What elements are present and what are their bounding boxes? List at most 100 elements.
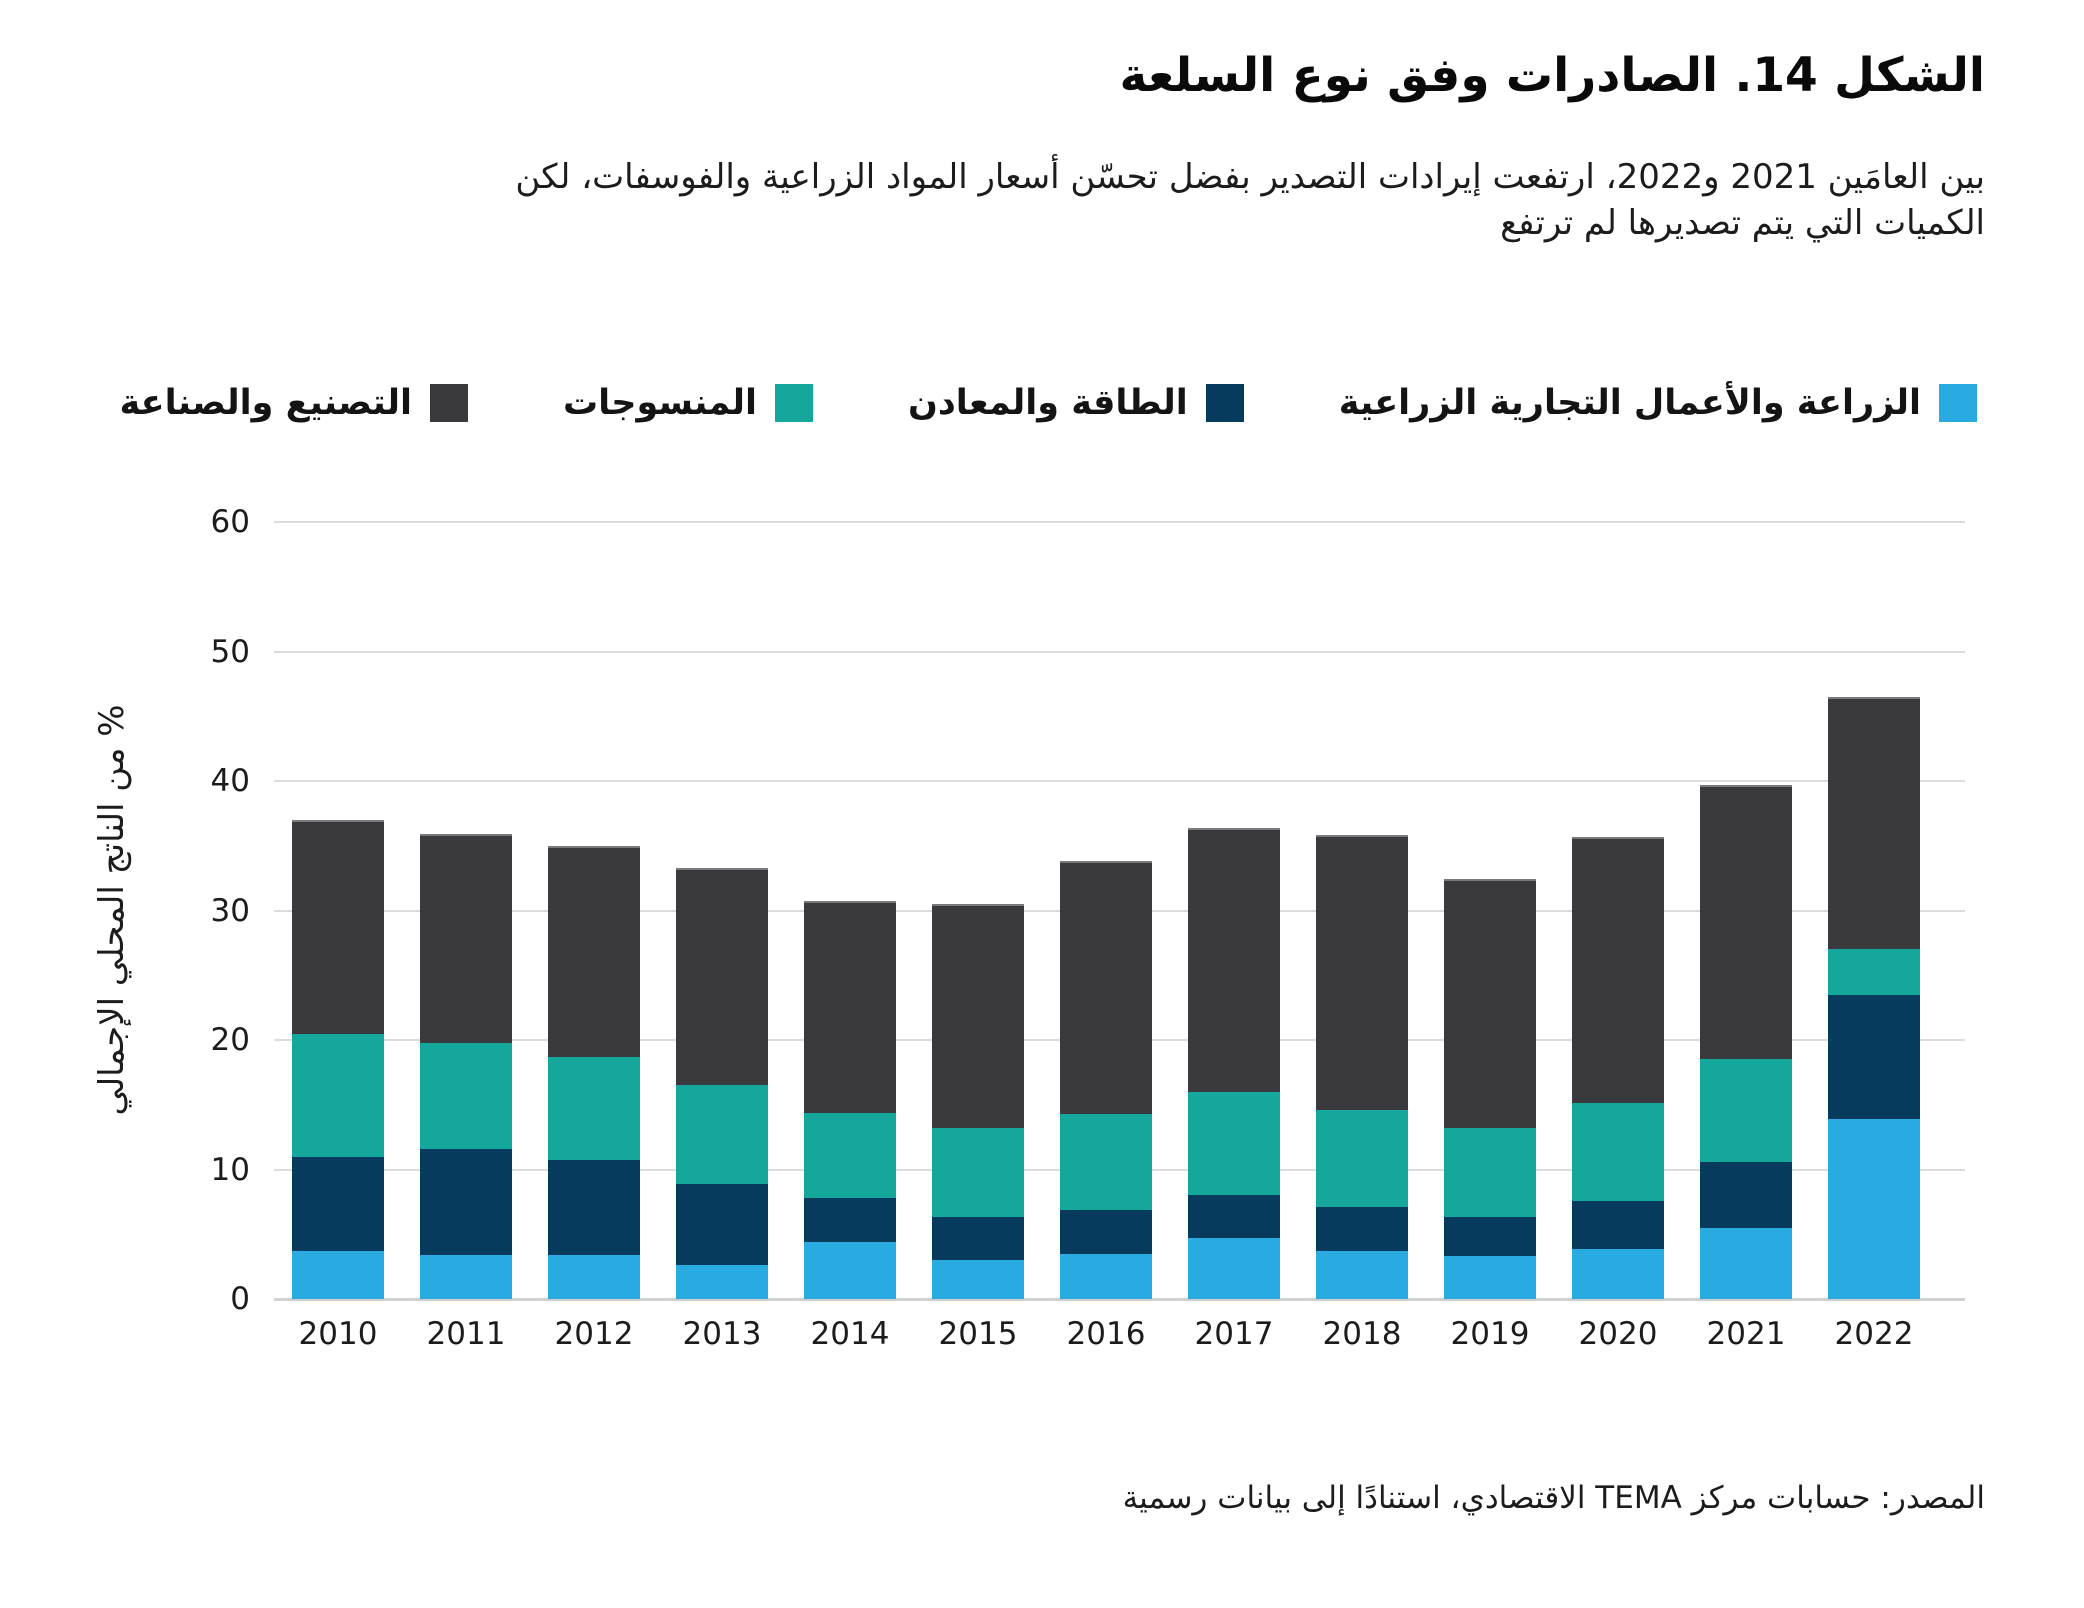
bar-segment-2020-series-3 — [1572, 836, 1664, 1104]
bar-segment-2011-series-1 — [420, 1148, 512, 1255]
bar-segment-2022-series-0 — [1828, 1119, 1920, 1299]
y-tick-label-30: 30 — [210, 892, 250, 929]
x-tick-label-2011: 2011 — [426, 1316, 506, 1352]
bar-segment-2012-series-1 — [548, 1160, 640, 1255]
gridline-60 — [274, 521, 1965, 523]
legend-item-manufacturing: التصنيع والصناعة — [119, 383, 468, 423]
bar-2010 — [292, 522, 384, 1299]
bar-segment-2020-series-0 — [1572, 1248, 1664, 1299]
bar-segment-2011-series-2 — [420, 1042, 512, 1149]
bar-2011 — [420, 522, 512, 1299]
bar-segment-2017-series-1 — [1188, 1195, 1280, 1239]
y-tick-label-60: 60 — [210, 504, 250, 540]
bar-segment-2016-series-3 — [1060, 861, 1152, 1114]
bar-segment-2022-series-3 — [1828, 696, 1920, 950]
bar-2017 — [1188, 522, 1280, 1299]
bar-segment-2017-series-3 — [1188, 827, 1280, 1092]
bar-segment-2021-series-2 — [1700, 1059, 1792, 1162]
bar-2015 — [932, 522, 1024, 1299]
bar-segment-2015-series-0 — [932, 1260, 1024, 1299]
bar-segment-2019-series-3 — [1444, 879, 1536, 1129]
x-tick-label-2015: 2015 — [938, 1316, 1018, 1352]
bar-segment-2019-series-1 — [1444, 1217, 1536, 1257]
x-tick-label-2021: 2021 — [1706, 1316, 1786, 1352]
legend-label-energy-minerals: الطاقة والمعادن — [907, 383, 1188, 423]
bar-segment-2016-series-0 — [1060, 1253, 1152, 1299]
x-tick-label-2022: 2022 — [1834, 1316, 1914, 1352]
legend-label-textiles: المنسوجات — [562, 383, 757, 423]
bar-segment-2013-series-0 — [676, 1265, 768, 1299]
bar-2020 — [1572, 522, 1664, 1299]
bar-segment-2022-series-2 — [1828, 949, 1920, 995]
gridline-50 — [274, 651, 1965, 653]
bar-segment-2010-series-3 — [292, 819, 384, 1034]
bar-segment-2014-series-3 — [804, 901, 896, 1113]
x-tick-label-2012: 2012 — [554, 1316, 634, 1352]
bar-segment-2019-series-2 — [1444, 1128, 1536, 1218]
x-tick-label-2019: 2019 — [1450, 1316, 1530, 1352]
bar-segment-2010-series-2 — [292, 1033, 384, 1157]
figure-title: الشكل 14. الصادرات وفق نوع السلعة — [1119, 48, 1985, 103]
chart-legend: الزراعة والأعمال التجارية الزراعية الطاق… — [100, 383, 1977, 423]
subtitle-line-1: بين العامَين 2021 و2022، ارتفعت إيرادات … — [515, 157, 1985, 197]
bar-segment-2022-series-1 — [1828, 994, 1920, 1119]
bar-segment-2015-series-3 — [932, 904, 1024, 1129]
bar-segment-2014-series-0 — [804, 1242, 896, 1299]
legend-swatch-textiles — [774, 384, 813, 422]
gridline-0 — [274, 1298, 1965, 1301]
legend-item-agriculture: الزراعة والأعمال التجارية الزراعية — [1339, 383, 1977, 423]
y-axis-title: % من الناتج المحلي الإجمالي — [92, 704, 132, 1116]
bar-segment-2021-series-1 — [1700, 1161, 1792, 1228]
legend-swatch-agriculture — [1939, 384, 1977, 422]
bar-segment-2016-series-2 — [1060, 1113, 1152, 1210]
bar-segment-2021-series-0 — [1700, 1227, 1792, 1299]
x-tick-label-2018: 2018 — [1322, 1316, 1402, 1352]
legend-swatch-manufacturing — [429, 384, 468, 422]
bar-2014 — [804, 522, 896, 1299]
bar-segment-2017-series-2 — [1188, 1091, 1280, 1196]
bar-segment-2014-series-2 — [804, 1112, 896, 1198]
bar-segment-2018-series-0 — [1316, 1251, 1408, 1299]
y-tick-label-10: 10 — [210, 1151, 250, 1188]
bar-2019 — [1444, 522, 1536, 1299]
bar-segment-2017-series-0 — [1188, 1238, 1280, 1299]
legend-item-energy-minerals: الطاقة والمعادن — [908, 383, 1244, 423]
bar-2016 — [1060, 522, 1152, 1299]
bar-segment-2013-series-3 — [676, 867, 768, 1086]
bar-segment-2019-series-0 — [1444, 1256, 1536, 1299]
legend-item-textiles: المنسوجات — [563, 383, 813, 423]
bar-segment-2012-series-0 — [548, 1254, 640, 1299]
x-tick-label-2010: 2010 — [298, 1316, 378, 1352]
bar-segment-2016-series-1 — [1060, 1209, 1152, 1254]
bar-2018 — [1316, 522, 1408, 1299]
gridline-40 — [274, 780, 1965, 782]
bar-2022 — [1828, 522, 1920, 1299]
x-tick-label-2017: 2017 — [1194, 1316, 1274, 1352]
bar-segment-2018-series-3 — [1316, 835, 1408, 1110]
bar-segment-2010-series-0 — [292, 1251, 384, 1299]
y-tick-label-0: 0 — [230, 1281, 250, 1317]
bar-segment-2014-series-1 — [804, 1198, 896, 1243]
bar-segment-2018-series-1 — [1316, 1207, 1408, 1252]
bar-segment-2013-series-1 — [676, 1183, 768, 1266]
bar-segment-2010-series-1 — [292, 1156, 384, 1252]
figure-subtitle: بين العامَين 2021 و2022، ارتفعت إيرادات … — [114, 154, 1985, 246]
legend-label-agriculture: الزراعة والأعمال التجارية الزراعية — [1338, 383, 1921, 423]
y-tick-label-40: 40 — [210, 763, 250, 799]
x-tick-label-2014: 2014 — [810, 1316, 890, 1352]
bar-segment-2020-series-2 — [1572, 1103, 1664, 1201]
bar-segment-2012-series-3 — [548, 845, 640, 1057]
bar-2013 — [676, 522, 768, 1299]
bar-2012 — [548, 522, 640, 1299]
bar-segment-2021-series-3 — [1700, 784, 1792, 1060]
bar-segment-2012-series-2 — [548, 1056, 640, 1161]
bar-segment-2015-series-1 — [932, 1217, 1024, 1261]
plot-area — [274, 521, 1965, 1301]
bar-segment-2011-series-3 — [420, 834, 512, 1043]
source-note: المصدر: حسابات مركز TEMA الاقتصادي، استن… — [1122, 1480, 1985, 1516]
bar-segment-2015-series-2 — [932, 1128, 1024, 1218]
legend-swatch-energy-minerals — [1205, 384, 1244, 422]
x-tick-label-2016: 2016 — [1066, 1316, 1146, 1352]
bar-segment-2011-series-0 — [420, 1254, 512, 1299]
